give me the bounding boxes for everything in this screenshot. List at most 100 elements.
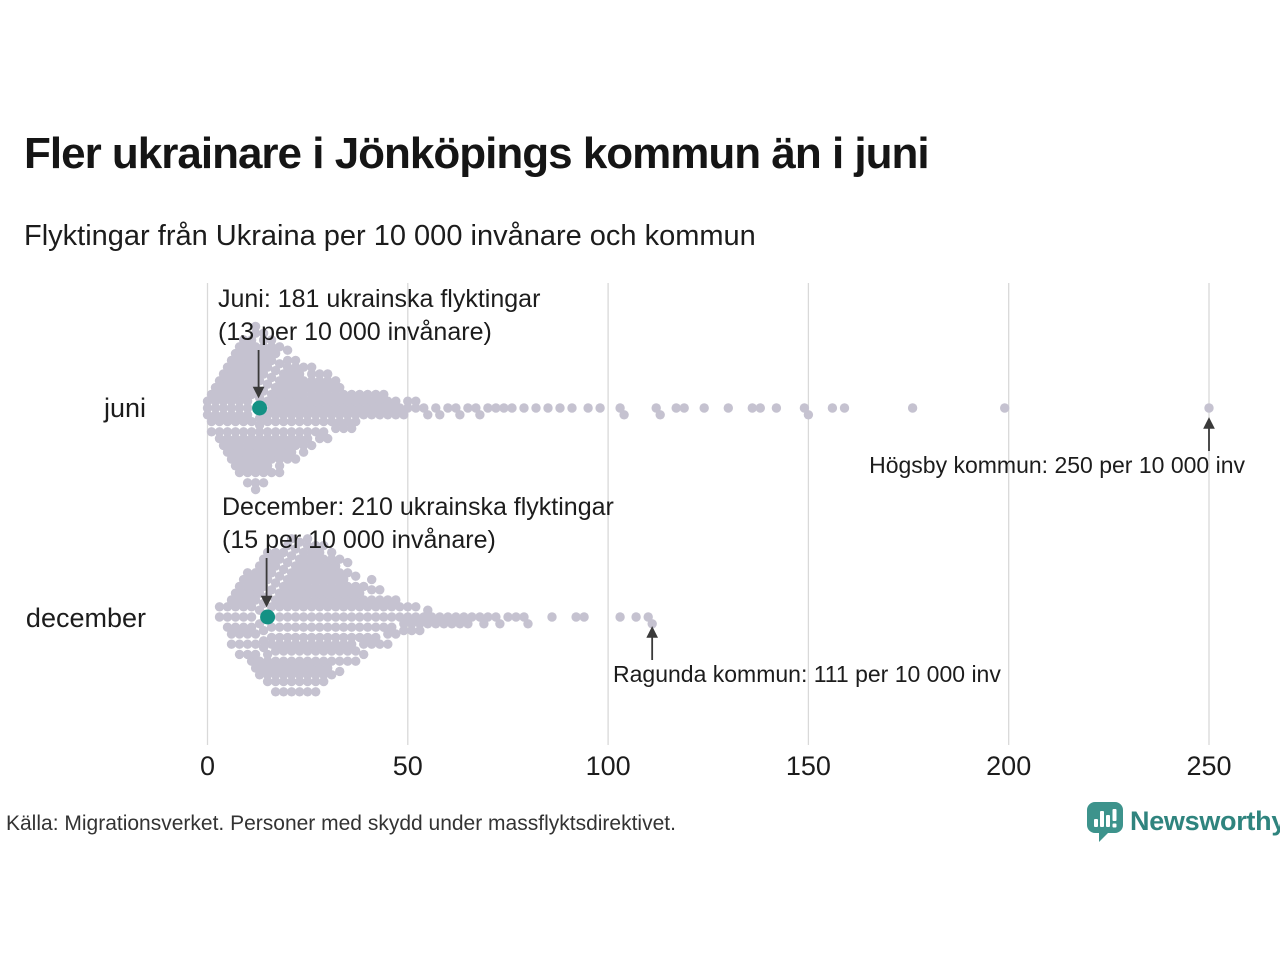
kommun-dot: [327, 547, 337, 558]
kommun-dot: [218, 382, 229, 393]
kommun-dot: [419, 612, 429, 622]
kommun-dot: [286, 595, 297, 605]
kommun-dot: [311, 687, 321, 697]
kommun-dot: [355, 632, 365, 643]
kommun-dot: [222, 622, 233, 632]
kommun-dot: [315, 403, 325, 413]
kommun-dot: [266, 355, 277, 366]
kommun-dot: [375, 639, 385, 649]
kommun-dot: [403, 602, 413, 612]
kommun-dot: [258, 454, 269, 464]
kommun-dot: [230, 389, 241, 400]
kommun-dot: [383, 595, 393, 605]
kommun-dot: [451, 612, 461, 622]
kommun-dot: [463, 619, 473, 629]
kommun-dot: [250, 342, 261, 352]
kommun-dot: [290, 602, 301, 612]
kommun-dot: [319, 670, 329, 680]
kommun-dot: [391, 410, 401, 420]
kommun-dot: [270, 348, 281, 359]
kommun-dot: [407, 625, 417, 636]
kommun-dot: [315, 622, 325, 632]
kommun-dot: [387, 622, 397, 632]
kommun-dot: [286, 676, 297, 687]
kommun-dot: [359, 595, 369, 605]
kommun-dot: [335, 595, 345, 605]
kommun-dot: [359, 410, 369, 420]
kommun-dot: [270, 433, 281, 444]
kommun-dot: [367, 396, 377, 406]
kommun-dot: [286, 447, 297, 457]
kommun-dot: [319, 410, 329, 420]
kommun-dot: [311, 410, 321, 420]
kommun-dot: [238, 389, 249, 400]
kommun-dot: [379, 612, 389, 622]
kommun-dot: [455, 619, 465, 629]
kommun-dot: [311, 656, 321, 666]
kommun-dot: [323, 632, 333, 643]
kommun-dot: [298, 602, 309, 612]
kommun-dot: [298, 547, 309, 558]
kommun-dot: [331, 561, 341, 571]
kommun-dot: [302, 581, 313, 592]
kommun-dot: [311, 581, 321, 592]
kommun-dot: [427, 612, 437, 622]
kommun-dot: [246, 622, 257, 632]
kommun-dot: [262, 547, 273, 558]
kommun-dot: [379, 389, 389, 400]
kommun-dot: [218, 440, 229, 451]
kommun-dot: [307, 362, 317, 372]
kommun-dot: [355, 403, 365, 413]
kommun-dot: [250, 639, 261, 649]
kommun-dot: [302, 433, 313, 444]
kommun-dot: [347, 389, 357, 400]
kommun-dot: [307, 547, 317, 558]
kommun-dot: [270, 595, 281, 605]
kommun-dot: [379, 622, 389, 632]
kommun-dot: [323, 574, 333, 585]
kommun-dot: [347, 639, 357, 649]
kommun-dot: [234, 454, 245, 464]
kommun-dot: [238, 416, 249, 427]
kommun-dot: [411, 403, 421, 413]
kommun-dot: [315, 639, 325, 649]
kommun-dot: [254, 561, 265, 571]
kommun-dot: [274, 639, 285, 649]
kommun-dot: [371, 622, 381, 632]
kommun-dot: [298, 632, 309, 643]
kommun-dot: [238, 622, 249, 632]
kommun-dot: [495, 619, 505, 629]
kommun-dot: [290, 440, 301, 451]
kommun-dot: [483, 612, 493, 622]
kommun-dot: [202, 396, 213, 406]
kommun-dot: [270, 447, 281, 457]
kommun-dot: [250, 321, 261, 332]
kommun-dot: [327, 595, 337, 605]
kommun-dot: [226, 396, 237, 406]
kommun-dot: [234, 369, 245, 379]
kommun-dot: [278, 382, 289, 393]
kommun-dot: [307, 612, 317, 622]
kommun-dot: [375, 585, 385, 595]
kommun-dot: [319, 416, 329, 427]
kommun-dot: [242, 649, 253, 660]
kommun-dot: [258, 440, 269, 451]
x-axis-tick-label-100: 100: [585, 751, 631, 781]
kommun-dot: [270, 561, 281, 571]
kommun-dot: [383, 396, 393, 406]
kommun-dot: [343, 656, 353, 666]
kommun-dot: [307, 632, 317, 643]
kommun-dot: [270, 687, 281, 697]
kommun-dot: [367, 595, 377, 605]
kommun-dot: [294, 581, 305, 592]
kommun-dot: [290, 454, 301, 464]
kommun-dot: [335, 416, 345, 427]
kommun-dot: [238, 348, 249, 359]
kommun-dot: [226, 595, 237, 605]
kommun-dot: [246, 612, 257, 622]
kommun-dot: [266, 335, 277, 345]
kommun-dot: [250, 649, 261, 660]
kommun-dot: [415, 625, 425, 636]
kommun-dot: [294, 676, 305, 687]
